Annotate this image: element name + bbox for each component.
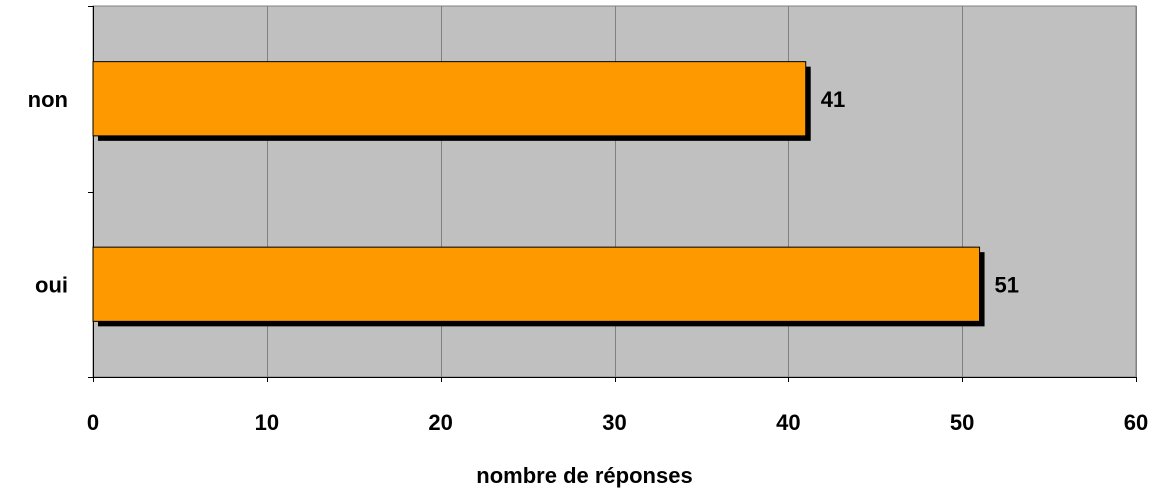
y-category-label-oui: oui <box>35 272 68 297</box>
data-label-non: 41 <box>821 87 845 112</box>
bars <box>92 61 985 327</box>
x-tick-label-10: 10 <box>255 410 279 435</box>
bar-non <box>92 61 807 137</box>
x-tick-label-50: 50 <box>950 410 974 435</box>
x-tick-label-20: 20 <box>428 410 452 435</box>
x-tick-label-0: 0 <box>87 410 99 435</box>
labels: 0 10 20 30 40 50 60 oui 51 non 41 <box>28 87 1149 435</box>
data-label-oui: 51 <box>995 272 1019 297</box>
x-tick-label-30: 30 <box>602 410 626 435</box>
x-tick-label-40: 40 <box>776 410 800 435</box>
x-axis-title: nombre de réponses <box>476 463 692 488</box>
x-tick-label-60: 60 <box>1124 410 1148 435</box>
y-category-label-non: non <box>28 87 68 112</box>
bar-oui <box>92 246 981 322</box>
